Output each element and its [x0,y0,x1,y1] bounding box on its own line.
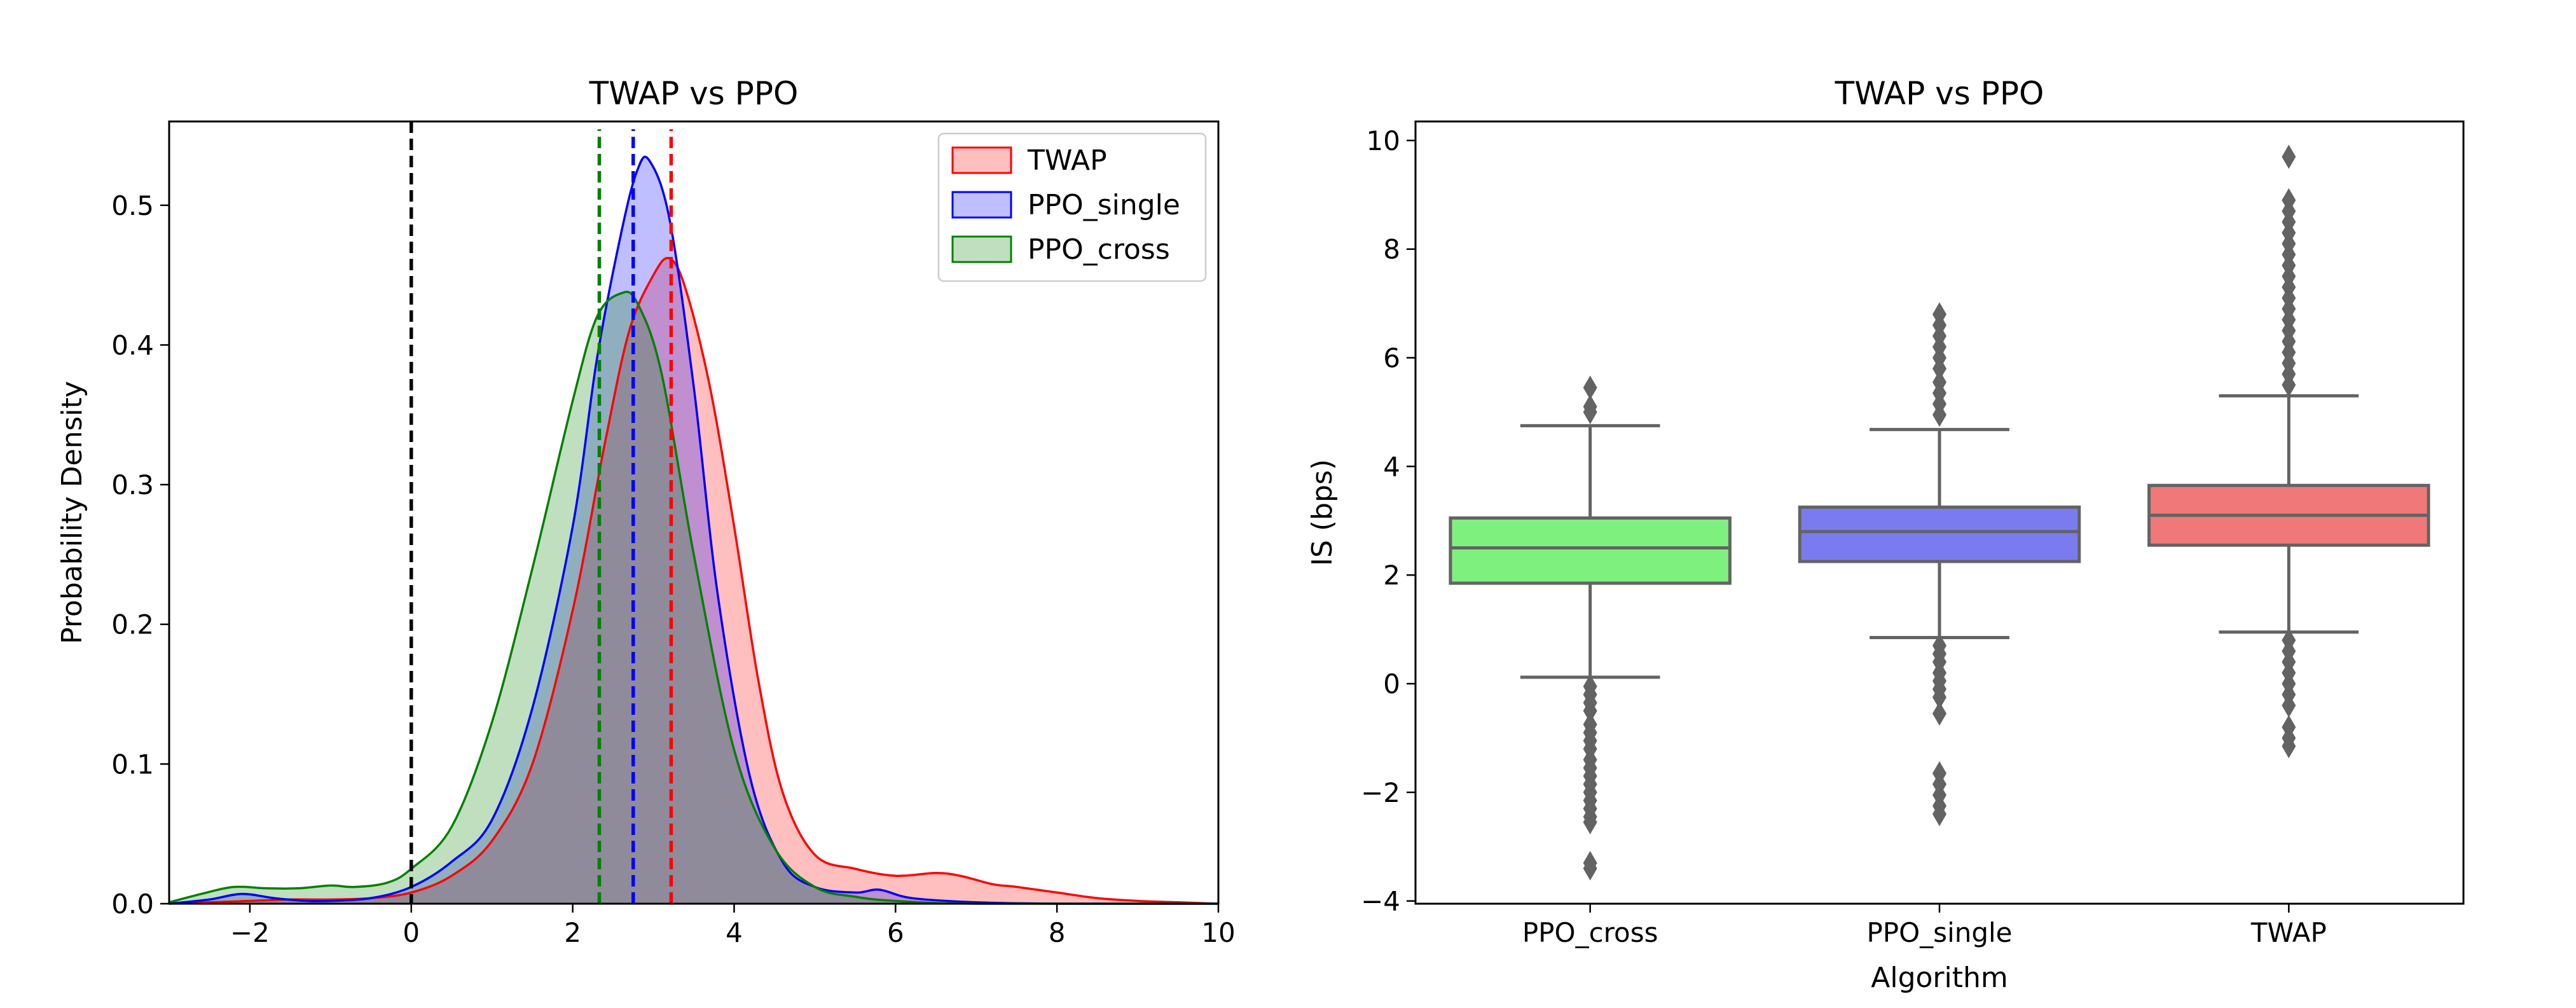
outlier-twap [2282,693,2296,718]
outlier-ppo-cross [1583,375,1597,400]
kde-y-tick-label: 0.1 [111,749,154,780]
kde-legend: TWAP PPO_single PPO_cross [937,132,1207,282]
kde-y-tick-label: 0.2 [111,609,154,640]
kde-x-tick-label: 8 [1049,917,1066,948]
box-y-tick-label: 6 [1383,343,1400,374]
box-title: TWAP vs PPO [1835,75,2044,112]
kde-x-ticks: −2 0 2 4 6 8 10 [230,904,1236,948]
box-y-tick-label: −2 [1361,777,1400,808]
kde-y-tick-label: 0.0 [111,888,154,920]
box-y-axis-label: IS (bps) [1306,459,1339,566]
density-area-ppo-cross [169,291,1218,904]
kde-y-axis-label: Probability Density [56,381,88,644]
legend-swatch-ppo-cross [951,235,1012,263]
kde-x-tick-label: 0 [403,917,420,948]
density-area-ppo-single [169,156,1218,904]
kde-plot-area [169,121,1219,905]
box-y-tick-label: 0 [1383,668,1400,700]
box-y-tick-label: −4 [1361,886,1400,917]
kde-y-tick-label: 0.4 [111,329,154,361]
density-line-twap [169,256,1219,905]
box-x-ticks: PPO_cross PPO_single TWAP [1522,904,2327,948]
density-line-ppo-single [169,155,1218,905]
outlier-ppo-cross [1583,399,1597,424]
outlier-ppo-cross [1583,810,1597,834]
kde-x-tick-label: 10 [1201,917,1235,948]
legend-frame [937,132,1207,282]
outlier-ppo-single [1932,356,1946,381]
legend-label-ppo-single: PPO_single [1028,189,1180,221]
outlier-twap [2282,373,2296,397]
kde-chart: −2 0 2 4 6 8 10 0.0 0.1 0.2 0.3 0.4 0.5 TWAP vs PPO… [56,75,1236,948]
outlier-ppo-single [1932,403,1946,427]
legend-swatch-ppo-single [951,191,1012,219]
legend-swatch-twap [951,146,1012,174]
box-y-tick-label: 2 [1383,560,1400,591]
box-ppo-cross [1449,516,1732,585]
outlier-ppo-cross [1583,698,1597,723]
legend-label-ppo-cross: PPO_cross [1028,233,1170,266]
kde-y-tick-label: 0.5 [111,190,154,221]
box-x-tick-label: PPO_single [1866,917,2012,948]
box-y-tick-label: 8 [1383,234,1400,265]
density-area-twap [169,258,1218,904]
box-ppo-single [1798,505,2081,563]
outlier-twap [2282,144,2296,169]
box-y-tick-label: 10 [1367,125,1400,156]
box-y-tick-label: 4 [1383,451,1400,482]
outlier-ppo-single [1932,685,1946,710]
box-x-tick-label: PPO_cross [1522,917,1658,948]
box-x-axis-label: Algorithm [1871,962,2008,994]
box-x-tick-label: TWAP [2250,917,2327,948]
outlier-twap [2282,734,2296,759]
kde-x-tick-label: 4 [726,917,743,948]
kde-x-tick-label: 2 [564,917,581,948]
box-y-ticks: −4 −2 0 2 4 6 8 10 [1361,125,1415,917]
kde-x-tick-label: −2 [230,917,270,948]
kde-y-tick-label: 0.3 [111,469,154,501]
density-line-ppo-cross [169,291,1218,905]
kde-x-tick-label: 6 [887,917,904,948]
box-chart: PPO_cross PPO_single TWAP −4 −2 0 2 4 6 8 10 TWAP… [1306,75,2465,994]
box-plot-area [1449,144,2430,881]
kde-title: TWAP vs PPO [589,75,799,112]
legend-label-twap: TWAP [1027,144,1107,177]
outlier-ppo-single [1932,802,1946,827]
outlier-ppo-single [1932,701,1946,726]
outlier-ppo-cross [1583,856,1597,881]
kde-y-ticks: 0.0 0.1 0.2 0.3 0.4 0.5 [111,190,169,920]
kde-axes-frame [168,120,1220,905]
